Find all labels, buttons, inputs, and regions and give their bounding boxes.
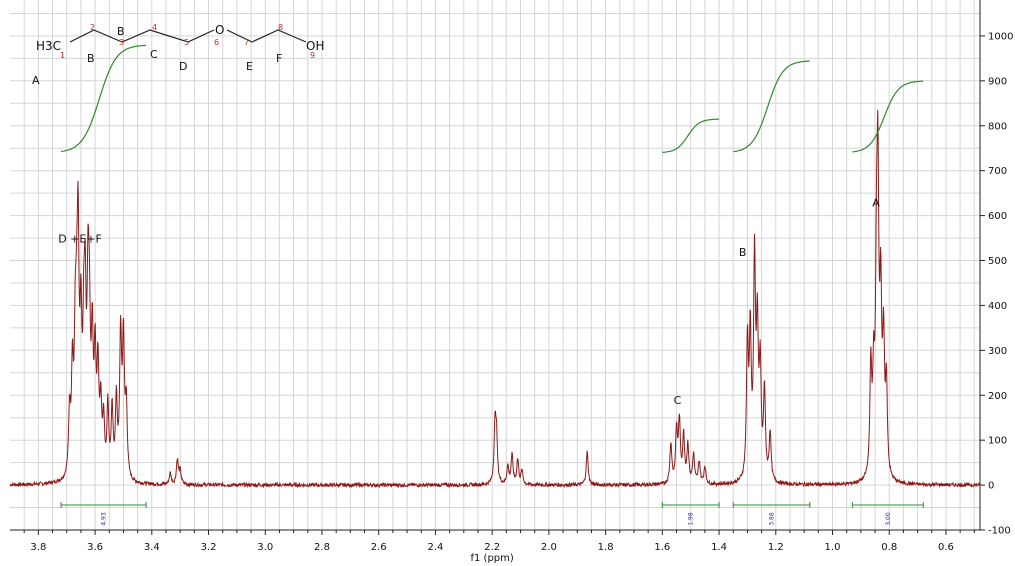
- y-tick-label: 100: [988, 436, 1007, 447]
- carbon-chain-bonds-left: [69, 29, 215, 43]
- x-tick-label: 0.6: [938, 542, 954, 553]
- atom-number: 6: [214, 38, 219, 47]
- structure-position-label: A: [32, 74, 40, 87]
- structure-position-label: E: [246, 60, 253, 73]
- integral-curve: [733, 60, 810, 153]
- y-tick-label: 800: [988, 121, 1007, 132]
- x-axis-title: f1 (ppm): [471, 553, 514, 564]
- integral-value-label: 3.00: [885, 512, 892, 526]
- structure-position-labels: A B B C D E F: [32, 25, 282, 87]
- x-tick-label: 3.2: [201, 542, 217, 553]
- y-tick-label: 600: [988, 211, 1007, 222]
- integrals-layer: 4.93 1.98 3.88 3.00: [60, 44, 924, 526]
- y-tick-label: -100: [988, 526, 1011, 537]
- y-tick-label: 500: [988, 256, 1007, 267]
- x-tick-label: 2.6: [371, 542, 387, 553]
- structure-position-label: F: [276, 52, 282, 65]
- peak-assignment-label: C: [674, 394, 682, 407]
- x-tick-label: 3.4: [144, 542, 160, 553]
- integral-value-label: 1.98: [688, 512, 695, 526]
- x-tick-label: 1.6: [654, 542, 670, 553]
- integral-curve: [852, 80, 924, 153]
- x-tick-label: 1.0: [825, 542, 841, 553]
- x-tick-label: 1.8: [598, 542, 614, 553]
- structure-position-label: B: [117, 25, 125, 38]
- atom-number: 5: [184, 38, 189, 47]
- integral-value-label: 3.88: [769, 512, 776, 526]
- structure-position-label: C: [150, 48, 158, 61]
- integral-curve: [662, 118, 720, 153]
- atom-numbers: 1 2 3 4 5 6 7 8 9: [60, 23, 315, 60]
- atom-number: 7: [244, 38, 249, 47]
- x-tick-label: 3.0: [257, 542, 273, 553]
- structure-position-label: B: [87, 52, 95, 65]
- atom-number: 8: [278, 23, 283, 32]
- hydroxyl-group-label: OH: [306, 39, 324, 53]
- integral-curve: [60, 44, 147, 153]
- peak-assignment-label: A: [872, 197, 880, 210]
- integral-value-label: 4.93: [101, 512, 108, 526]
- carbon-chain-bonds-right: [226, 29, 307, 43]
- y-tick-label: 700: [988, 166, 1007, 177]
- ether-oxygen-label: O: [215, 23, 224, 37]
- x-tick-label: 2.0: [541, 542, 557, 553]
- structure-position-label: D: [179, 60, 187, 73]
- spectrum-line: [9, 109, 981, 489]
- x-tick-label: 1.2: [768, 542, 784, 553]
- x-tick-label: 3.6: [87, 542, 103, 553]
- atom-number: 4: [152, 23, 157, 32]
- peak-assignment-label: D +E+F: [58, 233, 102, 246]
- x-tick-label: 2.4: [427, 542, 443, 553]
- x-tick-label: 2.2: [484, 542, 500, 553]
- methyl-group-label: H3C: [36, 39, 61, 53]
- y-tick-label: 200: [988, 391, 1007, 402]
- peak-assignment-label: B: [739, 246, 747, 259]
- atom-number: 1: [60, 51, 65, 60]
- molecular-structure: H3C O OH 1 2 3 4 5 6 7 8 9 A B B C D E F: [32, 23, 324, 87]
- spectrum-layer: [9, 109, 981, 489]
- x-tick-label: 1.4: [711, 542, 727, 553]
- grid-lines: [10, 0, 980, 531]
- atom-number: 2: [90, 23, 95, 32]
- atom-number: 9: [310, 51, 315, 60]
- x-tick-label: 0.8: [881, 542, 897, 553]
- y-tick-label: 1000: [988, 31, 1013, 42]
- y-tick-label: 0: [988, 481, 994, 492]
- x-tick-label: 3.8: [30, 542, 46, 553]
- axes: 3.8 3.6 3.4 3.2 3.0 2.8 2.6 2.4 2.2 2.0 1.8 1.6 1.4 1…: [10, 0, 1013, 564]
- y-tick-label: 900: [988, 76, 1007, 87]
- x-tick-label: 2.8: [314, 542, 330, 553]
- y-tick-label: 400: [988, 301, 1007, 312]
- peak-labels-layer: D +E+F C B A: [58, 197, 880, 408]
- y-tick-label: 300: [988, 346, 1007, 357]
- atom-number: 3: [119, 38, 124, 47]
